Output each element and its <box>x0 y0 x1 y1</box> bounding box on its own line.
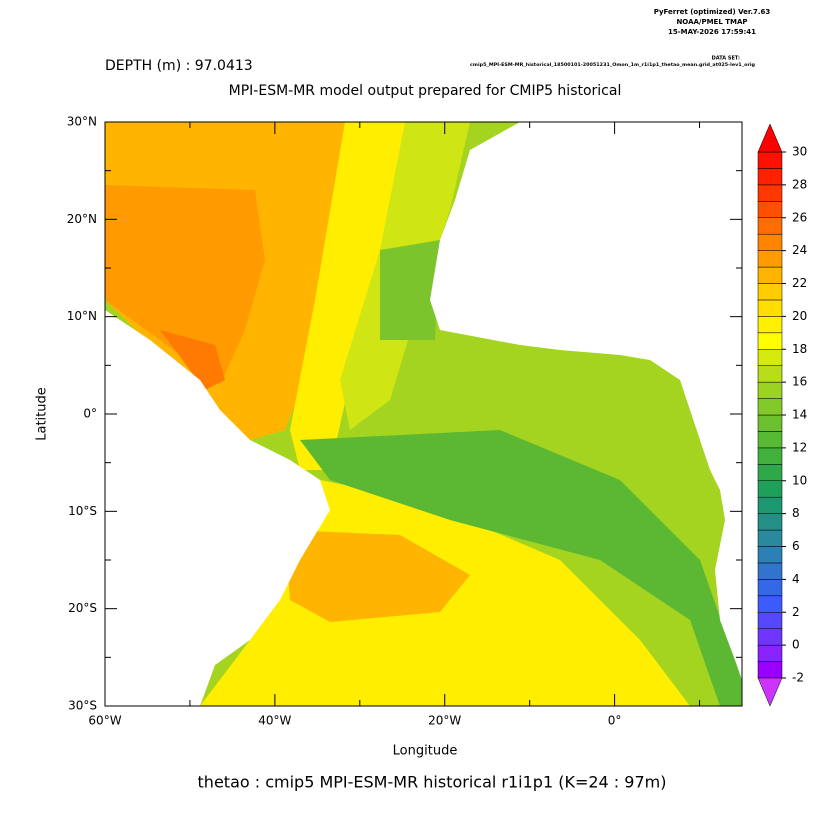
field-warm-south <box>285 530 470 622</box>
colorbar-band <box>757 168 783 186</box>
colorbar-band <box>757 480 783 498</box>
y-tick-label: 20°N <box>67 212 97 226</box>
field <box>105 122 742 706</box>
colorbar-label: 18 <box>792 342 807 356</box>
x-tick-label: 0° <box>608 714 622 728</box>
colorbar-band <box>757 299 783 317</box>
y-tick-label: 20°S <box>68 601 97 615</box>
colorbar-over <box>757 123 783 153</box>
axes: 60°W 40°W 20°W 0° 30°N 20°N 10°N 0° 10°S 20°S 30°S <box>67 115 742 728</box>
dataset-name: cmip5_MPI-ESM-MR_historical_18500101-200… <box>470 62 755 67</box>
colorbar-band <box>757 529 783 547</box>
x-tick-label: 40°W <box>258 714 291 728</box>
field-green-tongue <box>300 430 742 706</box>
depth-label: DEPTH (m) : 97.0413 <box>105 58 253 74</box>
colorbar-band <box>757 250 783 268</box>
colorbar-label: 4 <box>792 572 800 586</box>
dataset-label: DATA SET: <box>712 56 740 62</box>
colorbar-band <box>757 562 783 580</box>
organization-label: NOAA/PMEL TMAP <box>676 18 747 26</box>
colorbar-band <box>757 332 783 350</box>
colorbar-band <box>757 661 783 679</box>
colorbar-band <box>757 595 783 613</box>
field-warmer-north <box>105 185 265 385</box>
colorbar-band <box>757 201 783 218</box>
colorbar-band <box>757 612 783 629</box>
colorbar-label: 12 <box>792 440 807 454</box>
colorbar-label: 28 <box>792 177 807 191</box>
colorbar-label: 0 <box>792 638 800 652</box>
colorbar-label: 22 <box>792 276 807 290</box>
colorbar-label: 24 <box>792 243 807 257</box>
x-axis-title: Longitude <box>393 744 458 759</box>
colorbar-band <box>757 628 783 646</box>
chart-title: MPI-ESM-MR model output prepared for CMI… <box>229 83 622 99</box>
field-green-north <box>380 240 440 340</box>
colorbar-band <box>757 151 783 169</box>
colorbar-label: 30 <box>792 145 807 159</box>
colorbar-band <box>757 644 783 662</box>
y-tick-label: 10°S <box>68 504 97 518</box>
colorbar-band <box>757 184 783 202</box>
colorbar-band <box>757 431 783 449</box>
colorbar-label: 6 <box>792 539 800 553</box>
colorbar-label: 14 <box>792 408 807 422</box>
colorbar-label: -2 <box>792 671 804 685</box>
colorbar-label: 20 <box>792 309 807 323</box>
colorbar-label: 10 <box>792 473 807 487</box>
colorbar-band <box>757 447 783 465</box>
colorbar-band <box>757 579 783 597</box>
y-axis-title: Latitude <box>35 387 50 441</box>
colorbar-band <box>757 513 783 531</box>
colorbar-band <box>757 381 783 399</box>
timestamp-label: 15-MAY-2026 17:59:41 <box>668 28 756 36</box>
caption: thetao : cmip5 MPI-ESM-MR historical r1i… <box>198 773 667 792</box>
y-tick-label: 30°S <box>68 699 97 713</box>
y-tick-label: 10°N <box>67 309 97 323</box>
colorbar-label: 2 <box>792 605 800 619</box>
land-africa <box>430 122 742 680</box>
colorbar-band <box>757 464 783 481</box>
colorbar-band <box>757 217 783 235</box>
x-tick-label: 20°W <box>428 714 461 728</box>
colorbar-band <box>757 233 783 251</box>
y-tick-label: 0° <box>83 407 97 421</box>
colorbar-band <box>757 546 783 564</box>
colorbar-band <box>757 349 783 366</box>
field-warmest-north <box>160 330 225 390</box>
colorbar-band <box>757 414 783 432</box>
land-south-america <box>105 310 330 706</box>
colorbar-band <box>757 365 783 383</box>
colorbar-band <box>757 266 783 284</box>
software-label: PyFerret (optimized) Ver.7.63 <box>654 8 771 16</box>
x-tick-label: 60°W <box>88 714 121 728</box>
colorbar-label: 16 <box>792 375 807 389</box>
y-tick-label: 30°N <box>67 115 97 129</box>
colorbar-band <box>757 283 783 301</box>
field-yellow-band <box>290 122 410 470</box>
colorbar-band <box>757 398 783 416</box>
colorbar-band <box>757 496 783 514</box>
colorbar-label: 26 <box>792 210 807 224</box>
colorbar-band <box>757 316 783 334</box>
colorbar-label: 8 <box>792 506 800 520</box>
colorbar-under <box>757 677 783 707</box>
